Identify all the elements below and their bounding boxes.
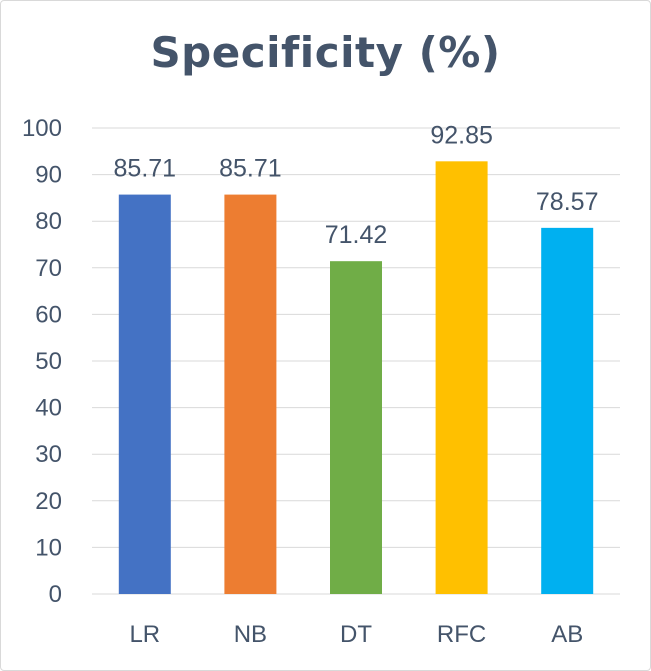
chart-title: Specificity (%) <box>150 28 501 77</box>
data-label: 92.85 <box>430 121 493 149</box>
x-tick-label: DT <box>340 621 372 648</box>
bar-dt <box>330 261 382 594</box>
y-tick-label: 60 <box>35 301 62 328</box>
data-label: 78.57 <box>536 188 599 216</box>
y-tick-label: 80 <box>35 208 62 235</box>
y-tick-label: 20 <box>35 488 62 515</box>
bar-rfc <box>435 161 488 594</box>
x-tick-label: AB <box>551 621 583 648</box>
y-tick-label: 70 <box>35 255 62 282</box>
y-tick-label: 90 <box>35 162 62 189</box>
y-tick-label: 0 <box>49 581 62 608</box>
bar-ab <box>541 227 594 594</box>
bar-lr <box>118 194 171 594</box>
data-label: 71.42 <box>325 221 388 249</box>
data-label: 85.71 <box>219 155 282 183</box>
y-tick-label: 40 <box>35 395 62 422</box>
y-tick-label: 10 <box>35 534 62 561</box>
data-label: 85.71 <box>114 155 177 183</box>
x-tick-label: NB <box>234 621 267 648</box>
y-tick-label: 30 <box>35 441 62 468</box>
bar-nb <box>224 194 277 594</box>
x-tick-label: RFC <box>437 621 486 648</box>
y-tick-label: 50 <box>35 348 62 375</box>
x-tick-label: LR <box>129 621 160 648</box>
y-tick-label: 100 <box>22 115 62 142</box>
